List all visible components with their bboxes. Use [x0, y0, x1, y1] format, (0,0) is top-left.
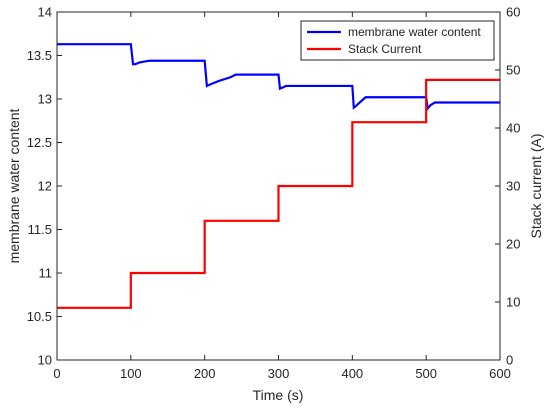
y-right-tick-label: 0 [506, 353, 513, 368]
x-tick-label: 0 [53, 366, 60, 381]
y-left-tick-label: 13 [38, 92, 52, 107]
series-layer [57, 43, 500, 309]
y-right-tick-label: 10 [506, 295, 520, 310]
y-left-tick-label: 10 [38, 353, 52, 368]
series-line-membrane-water-content [57, 43, 500, 112]
y-left-tick-label: 13.5 [27, 48, 52, 63]
y-right-tick-label: 40 [506, 121, 520, 136]
x-tick-label: 300 [268, 366, 290, 381]
y-left-tick-label: 11 [39, 266, 53, 281]
y-right-tick-label: 50 [506, 63, 520, 78]
y-left-tick-label: 11.5 [28, 222, 52, 237]
x-tick-label: 100 [120, 366, 142, 381]
legend-label-stack-current: Stack Current [348, 42, 422, 56]
y-left-tick-label: 12 [38, 179, 52, 194]
x-tick-label: 400 [341, 366, 363, 381]
legend-box [300, 20, 495, 61]
y-right-tick-label: 60 [506, 5, 520, 20]
y-right-axis-label: Stack current (A) [528, 133, 544, 238]
x-axis-label: Time (s) [253, 387, 304, 403]
y-right-tick-label: 30 [506, 179, 520, 194]
series-line-stack-current [57, 78, 500, 309]
x-tick-label: 500 [415, 366, 437, 381]
axes-layer: 0 100 200 300 400 500 6001010.51111.51212.5131… [27, 5, 521, 382]
y-left-tick-label: 14 [38, 5, 52, 20]
legend-label-membrane-water-content: membrane water content [348, 25, 481, 39]
y-left-tick-label: 10.5 [27, 309, 52, 324]
y-left-tick-label: 12.5 [27, 135, 52, 150]
legend: membrane water content Stack Current [300, 20, 495, 61]
x-tick-label: 600 [489, 366, 511, 381]
y-left-axis-label: membrane water content [6, 108, 22, 263]
y-right-tick-label: 20 [506, 237, 520, 252]
x-tick-label: 200 [194, 366, 216, 381]
